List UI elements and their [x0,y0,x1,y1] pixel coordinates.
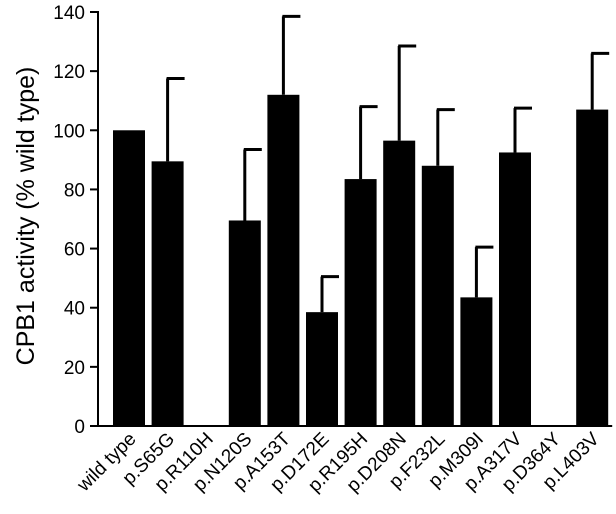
y-axis-title: CPB1 activity (% wild type) [12,67,40,366]
bar [228,220,261,426]
y-tick-label: 120 [53,62,85,83]
error-bars [166,14,610,313]
bar [499,152,531,426]
bar [344,179,377,426]
bar [460,297,493,426]
bar [151,161,184,427]
x-tick-labels: wild typep.S65Gp.R110Hp.N120Sp.A153Tp.D1… [73,428,604,496]
bar [383,140,416,426]
bar [306,312,338,426]
bar [421,165,454,426]
bar [576,109,609,426]
y-tick-label: 140 [53,3,85,24]
y-ticks: 0 20 40 60 80 100 120 140 [53,3,98,438]
y-tick-label: 20 [64,358,85,379]
y-tick-label: 0 [74,417,85,438]
bars [113,94,609,427]
y-tick-label: 60 [64,240,85,261]
y-tick-label: 80 [64,180,85,201]
y-tick-label: 100 [53,121,85,142]
bar [267,94,300,427]
bar [113,130,145,427]
y-tick-label: 40 [64,299,85,320]
